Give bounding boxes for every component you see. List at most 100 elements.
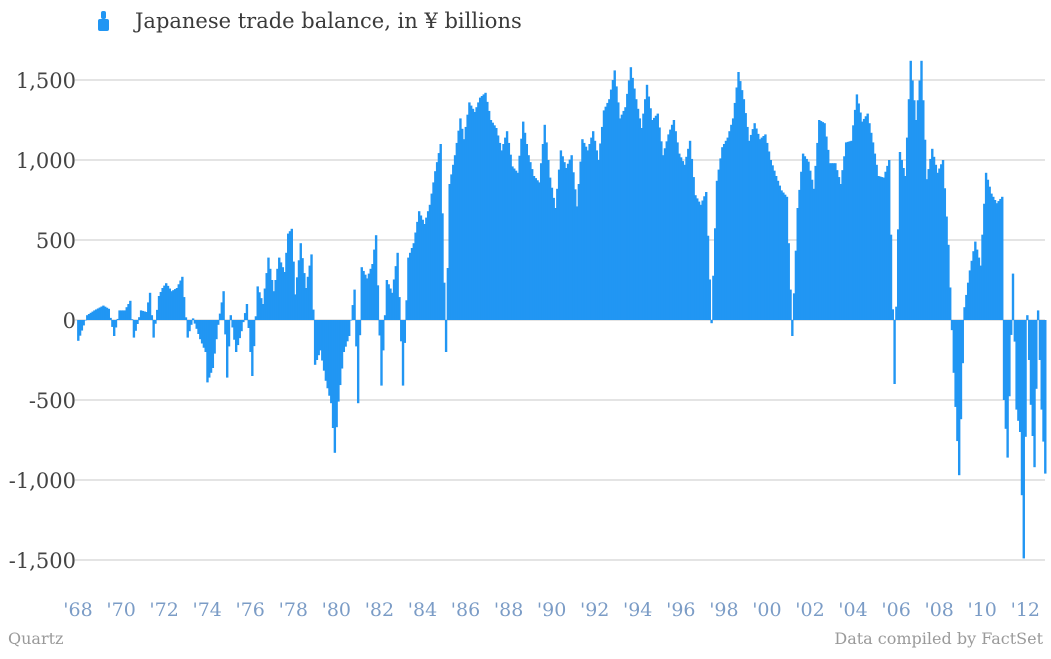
bar xyxy=(213,320,216,354)
bar xyxy=(267,257,270,320)
legend-label: Japanese trade balance, in ¥ billions xyxy=(135,9,522,33)
bar xyxy=(882,177,886,320)
bar xyxy=(952,320,955,373)
bar xyxy=(294,294,297,320)
bar xyxy=(959,320,963,420)
bar xyxy=(369,268,372,320)
bar xyxy=(233,320,236,340)
bar xyxy=(647,96,651,320)
bar xyxy=(452,164,455,320)
bar xyxy=(407,257,410,320)
bar xyxy=(810,179,814,320)
bar xyxy=(751,129,755,320)
bar xyxy=(303,273,306,320)
bar xyxy=(559,150,563,320)
bar xyxy=(96,308,100,320)
bar xyxy=(450,174,453,320)
bar xyxy=(247,320,250,328)
bar xyxy=(125,307,128,320)
bar xyxy=(1022,320,1025,559)
bar xyxy=(1036,310,1040,320)
bar xyxy=(453,155,457,320)
bar xyxy=(480,96,484,320)
bar xyxy=(417,211,421,320)
bar xyxy=(114,320,118,328)
bar xyxy=(342,320,346,352)
bar xyxy=(195,320,198,329)
bar xyxy=(1027,320,1031,360)
bar xyxy=(608,99,611,320)
bar xyxy=(898,152,902,320)
bar xyxy=(340,320,344,369)
bar xyxy=(84,320,87,321)
bar xyxy=(473,112,476,320)
bar xyxy=(208,320,211,378)
bar xyxy=(1024,320,1027,437)
bar xyxy=(557,169,561,320)
bar xyxy=(681,161,685,320)
bar xyxy=(879,176,882,320)
bar xyxy=(112,320,116,336)
bar xyxy=(794,250,798,320)
bar xyxy=(602,110,606,321)
bar xyxy=(179,280,182,320)
bar xyxy=(719,158,722,320)
bar xyxy=(272,291,276,320)
bar xyxy=(455,142,459,320)
bar xyxy=(665,141,668,320)
bar xyxy=(934,164,938,320)
y-tick-label: -500 xyxy=(29,389,76,413)
y-axis: 1,500 1,000 500 0 -500 -1,000 -1,500 xyxy=(9,69,76,573)
bar xyxy=(123,310,127,320)
bar xyxy=(489,120,493,320)
bar xyxy=(581,139,584,320)
x-tick-label: '08 xyxy=(924,599,953,621)
bar xyxy=(548,177,552,320)
bar xyxy=(609,89,613,320)
bar xyxy=(841,170,844,320)
bar xyxy=(886,165,889,320)
bar xyxy=(620,114,624,320)
bar xyxy=(297,260,301,320)
bar xyxy=(556,188,559,320)
bar xyxy=(191,318,195,320)
bar xyxy=(595,150,598,320)
bar xyxy=(927,169,930,320)
bar xyxy=(583,142,586,320)
bar xyxy=(382,320,385,351)
bar xyxy=(356,320,360,404)
bar xyxy=(1031,320,1034,436)
bar xyxy=(644,99,647,320)
bar xyxy=(121,310,125,320)
bar xyxy=(633,88,636,320)
bar xyxy=(348,320,351,336)
bar xyxy=(538,182,541,320)
bar xyxy=(211,320,215,368)
bar xyxy=(550,187,554,320)
bar xyxy=(466,114,469,320)
bar xyxy=(1004,320,1008,429)
bar xyxy=(387,284,390,320)
bar xyxy=(547,160,550,320)
bar xyxy=(730,124,733,320)
bar xyxy=(527,155,530,320)
bar xyxy=(739,81,742,320)
bar xyxy=(1011,273,1015,320)
x-tick-label: '96 xyxy=(666,599,695,621)
bar xyxy=(374,235,378,320)
bar xyxy=(378,320,381,336)
bar xyxy=(380,320,383,386)
bar xyxy=(688,140,692,320)
bar xyxy=(760,137,764,320)
bar xyxy=(568,159,572,320)
bar xyxy=(988,186,991,320)
bar xyxy=(855,94,859,321)
bar xyxy=(156,309,159,320)
bar xyxy=(825,136,828,320)
bar xyxy=(699,204,703,320)
bar xyxy=(116,318,119,320)
x-tick-label: '88 xyxy=(494,599,523,621)
bar xyxy=(396,252,399,320)
bar xyxy=(895,306,898,320)
bar xyxy=(640,128,643,320)
